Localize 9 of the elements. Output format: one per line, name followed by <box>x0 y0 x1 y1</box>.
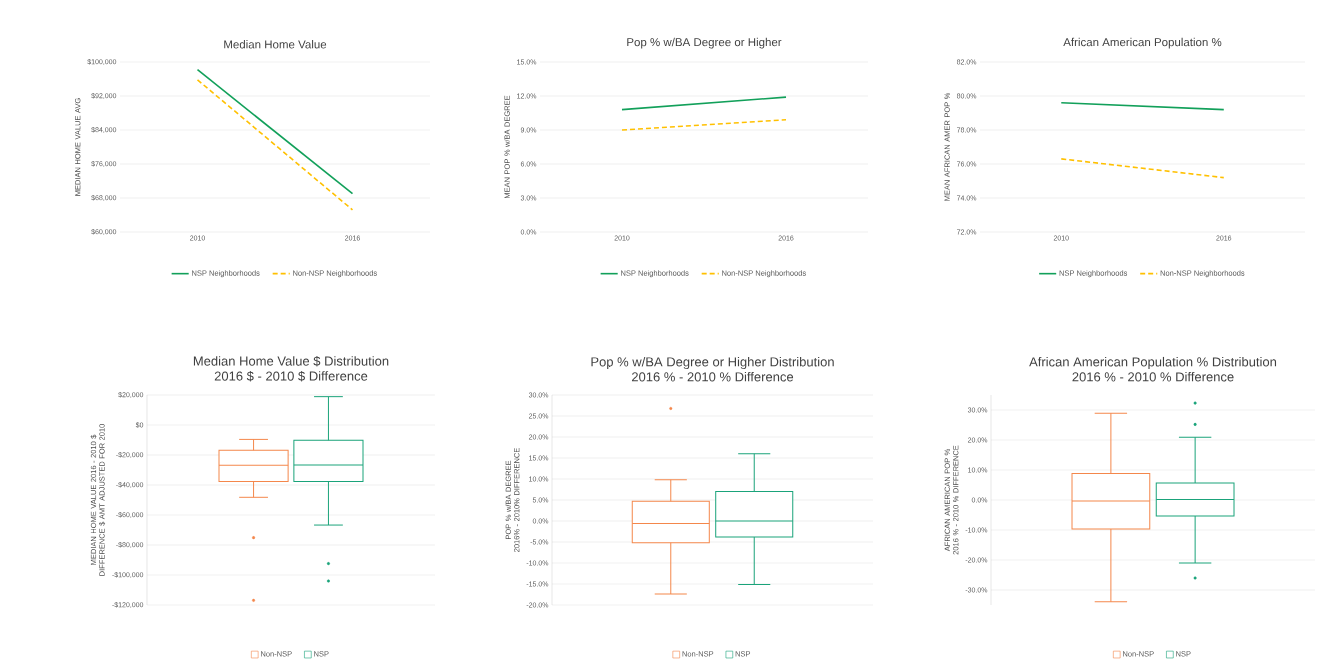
chart-title: Median Home Value <box>224 40 327 49</box>
chart-title: Pop % w/BA Degree or Higher <box>627 37 782 49</box>
chart-title: African American Population % <box>1063 37 1222 49</box>
chart-subtitle: 2016 % - 2010 % Difference <box>1072 371 1234 382</box>
chart-subtitle: 2016 % - 2010 % Difference <box>631 371 794 382</box>
chart-title: Median Home Value $ Distribution <box>193 355 389 367</box>
chart-subtitle: 2016 $ - 2010 $ Difference <box>214 370 368 382</box>
chart-title: Pop % w/BA Degree or Higher Distribution <box>591 356 834 370</box>
chart-title: African American Population % Distribution <box>1029 356 1277 370</box>
